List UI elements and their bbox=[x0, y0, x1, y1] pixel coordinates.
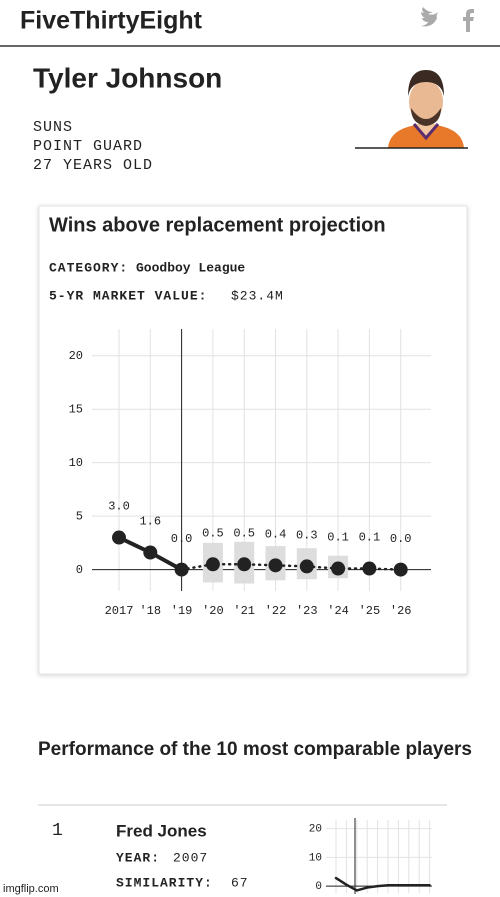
point bbox=[205, 557, 220, 572]
y-tick-label: 20 bbox=[309, 824, 322, 836]
section-title: Performance of the 10 most comparable pl… bbox=[38, 739, 472, 760]
point bbox=[362, 561, 377, 576]
war-chart: 0 5 10 15 20 2017 '18 '19 '20 '21 '22 '23 '24 '25 '26 3… bbox=[69, 329, 431, 618]
point bbox=[299, 559, 314, 574]
x-tick-label: '18 bbox=[139, 604, 161, 618]
x-tick-label: '21 bbox=[233, 604, 255, 618]
point bbox=[143, 545, 158, 560]
market-value: $23.4M bbox=[231, 288, 284, 303]
value-label: 0.3 bbox=[296, 529, 318, 543]
y-tick-label: 0 bbox=[76, 563, 83, 577]
player-team: SUNS bbox=[33, 119, 73, 136]
player-age: 27 YEARS OLD bbox=[33, 157, 153, 174]
player-position: POINT GUARD bbox=[33, 138, 143, 155]
point bbox=[268, 558, 283, 573]
facebook-icon[interactable] bbox=[463, 9, 474, 32]
y-tick-label: 5 bbox=[76, 509, 83, 523]
value-label: 0.5 bbox=[233, 526, 255, 540]
comp-year-label: YEAR: bbox=[116, 850, 160, 865]
comp-name[interactable]: Fred Jones bbox=[116, 821, 207, 840]
watermark: imgflip.com bbox=[3, 883, 59, 895]
comp-chart: 0 10 20 bbox=[309, 820, 432, 894]
section-title-text: Performance of the 10 most comparable pl… bbox=[38, 739, 472, 760]
point bbox=[237, 557, 252, 572]
x-tick-label: '24 bbox=[327, 604, 349, 618]
category-value: Goodboy League bbox=[136, 260, 245, 275]
player-name: Tyler Johnson bbox=[33, 62, 222, 93]
line-history bbox=[334, 876, 431, 892]
category-label: CATEGORY: bbox=[49, 260, 128, 275]
comp-year: 2007 bbox=[173, 850, 208, 865]
x-tick-label: '19 bbox=[171, 604, 193, 618]
y-tick-label: 15 bbox=[69, 402, 83, 416]
x-tick-label: '20 bbox=[202, 604, 224, 618]
x-tick-label: '22 bbox=[265, 604, 287, 618]
x-tick-label: 2017 bbox=[105, 604, 134, 618]
point bbox=[393, 562, 408, 577]
value-label: 1.6 bbox=[139, 515, 161, 529]
point bbox=[112, 530, 126, 545]
card-title: Wins above replacement projection bbox=[49, 214, 386, 236]
y-tick-label: 10 bbox=[309, 852, 322, 864]
y-tick-label: 10 bbox=[69, 456, 83, 470]
brand[interactable]: FiveThirtyEight bbox=[20, 7, 203, 35]
point bbox=[174, 562, 189, 577]
point bbox=[331, 561, 346, 576]
value-label: 0.4 bbox=[265, 528, 287, 542]
card bbox=[38, 205, 468, 675]
x-tick-label: '25 bbox=[359, 604, 381, 618]
comp-similarity-label: SIMILARITY: bbox=[116, 875, 213, 890]
market-label: 5-YR MARKET VALUE: bbox=[49, 288, 207, 303]
comp-rank: 1 bbox=[52, 821, 63, 841]
value-label: 0.0 bbox=[390, 532, 412, 546]
value-label: 0.5 bbox=[202, 526, 224, 540]
value-label: 0.0 bbox=[171, 532, 193, 546]
x-tick-label: '23 bbox=[296, 604, 318, 618]
comp-similarity: 67 bbox=[231, 875, 249, 890]
x-tick-label: '26 bbox=[390, 604, 412, 618]
value-label: 0.1 bbox=[359, 531, 381, 545]
player-photo bbox=[355, 70, 468, 149]
twitter-icon[interactable] bbox=[421, 7, 438, 27]
y-tick-label: 0 bbox=[315, 881, 322, 893]
y-tick-label: 20 bbox=[69, 349, 83, 363]
value-label: 3.0 bbox=[108, 500, 130, 514]
value-label: 0.1 bbox=[327, 531, 349, 545]
